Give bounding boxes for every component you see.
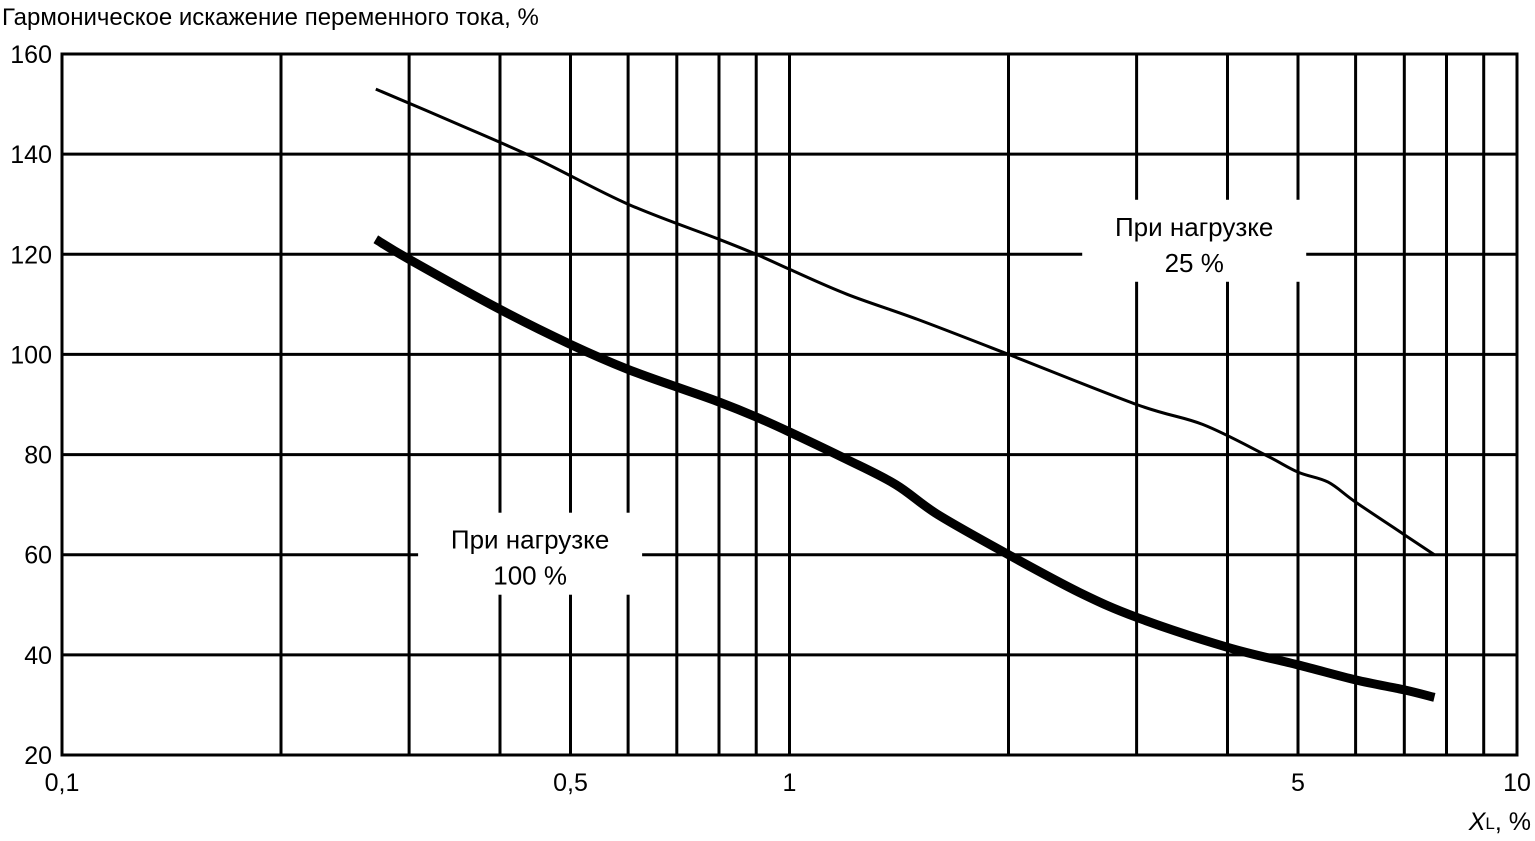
y-tick-label: 160	[10, 41, 52, 69]
series-label: При нагрузке 25 %	[1082, 199, 1307, 282]
series-label: При нагрузке 100 %	[418, 512, 643, 595]
x-tick-label: 10	[1503, 769, 1531, 797]
y-tick-label: 80	[24, 442, 52, 470]
x-tick-label: 0,1	[45, 769, 80, 797]
series-labels: При нагрузке 25 % При нагрузке 100 %	[418, 199, 1307, 595]
series-label-line: 100 %	[493, 561, 567, 591]
series-label-line: При нагрузке	[451, 525, 609, 555]
tick-labels: 20 40 60 80 100 120 140 160 0,1 0,5 1 5 10	[10, 41, 1531, 797]
y-tick-label: 140	[10, 141, 52, 169]
y-axis-title: Гармоническое искажение переменного тока…	[2, 4, 539, 31]
series-label-background	[418, 512, 643, 595]
x-tick-label: 5	[1291, 769, 1305, 797]
y-tick-label: 40	[24, 642, 52, 670]
y-tick-label: 100	[10, 341, 52, 369]
x-tick-label: 1	[783, 769, 797, 797]
y-tick-label: 60	[24, 542, 52, 570]
series-label-line: При нагрузке	[1115, 212, 1273, 242]
series-lines	[373, 87, 1436, 702]
grid	[62, 52, 1517, 757]
y-tick-label: 20	[24, 742, 52, 770]
x-axis-symbol: X	[1468, 808, 1487, 836]
series-label-line: 25 %	[1165, 248, 1224, 278]
x-tick-label: 0,5	[553, 769, 588, 797]
series-line	[373, 235, 1436, 702]
y-tick-label: 120	[10, 241, 52, 269]
plot-frame	[60, 52, 1519, 757]
x-axis-subscript: L	[1485, 814, 1494, 833]
x-axis-unit: , %	[1495, 808, 1531, 836]
x-axis-title: XL, %	[1468, 808, 1531, 836]
series-label-background	[1082, 199, 1307, 282]
series-line	[375, 87, 1436, 556]
